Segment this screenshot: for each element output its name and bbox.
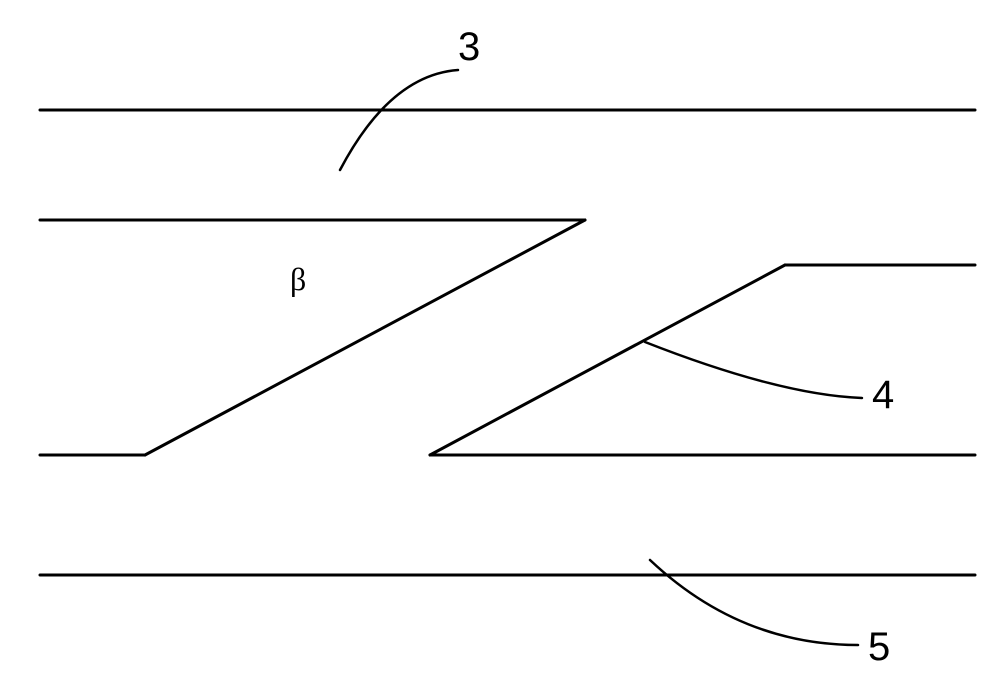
- angle-marker: β: [290, 261, 306, 297]
- angle-label: β: [290, 261, 306, 297]
- callout-number: 3: [458, 25, 480, 69]
- callout-number: 4: [872, 373, 894, 417]
- structure-lines: [40, 110, 975, 575]
- callouts: 3 4 5: [340, 25, 894, 669]
- technical-diagram: β 3 4 5: [0, 0, 1000, 696]
- callout-number: 5: [868, 625, 890, 669]
